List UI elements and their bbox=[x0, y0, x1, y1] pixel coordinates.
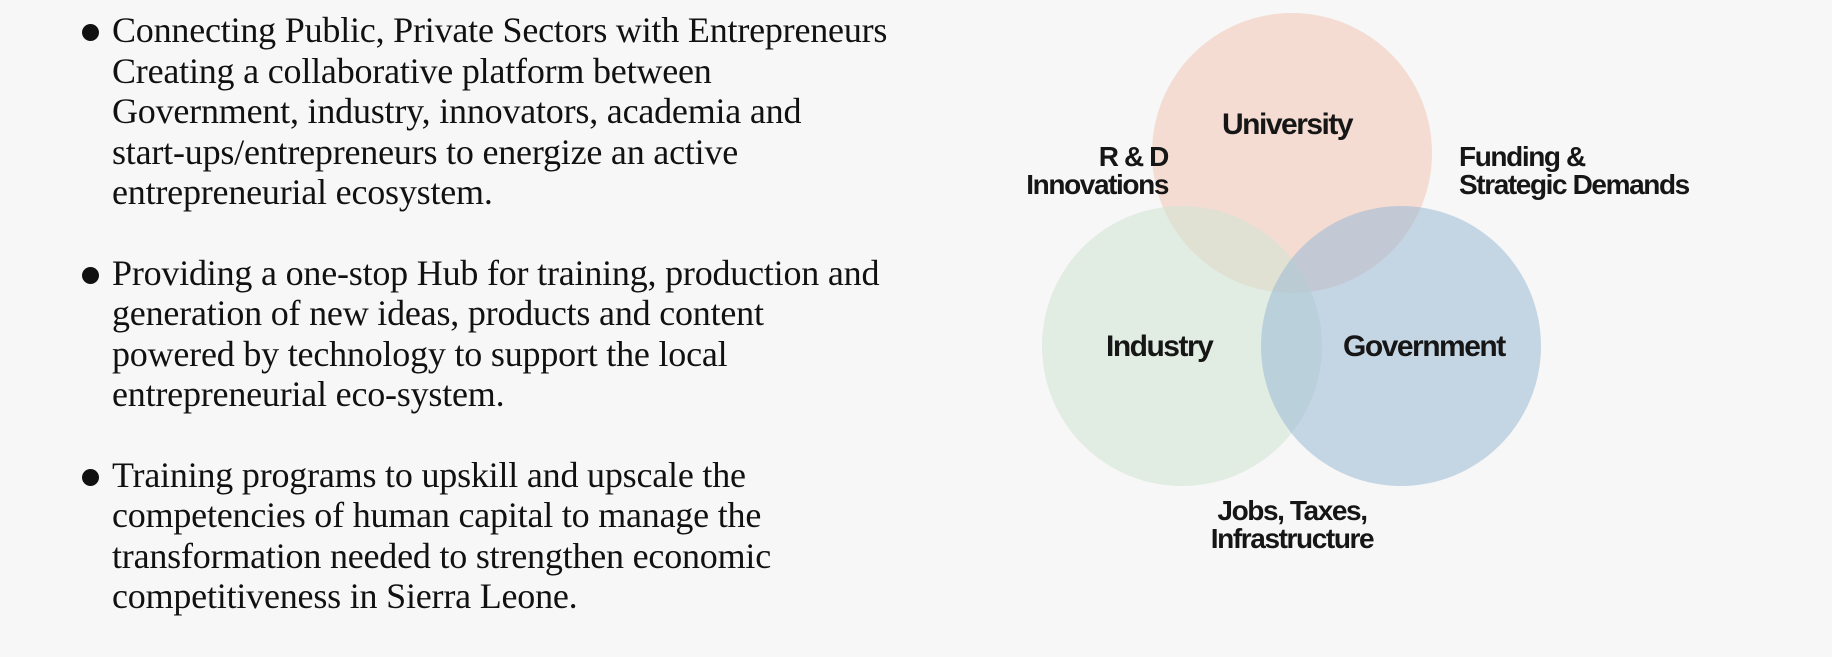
bullet-line: entrepreneurial ecosystem. bbox=[112, 172, 493, 212]
relation-label-rd-innovations: R & D Innovations bbox=[968, 141, 1170, 200]
relation-line: Innovations bbox=[1026, 169, 1169, 200]
bullet-line: Connecting Public, Private Sectors with … bbox=[112, 10, 888, 50]
relation-label-jobs: Jobs, Taxes, Infrastructure bbox=[1192, 497, 1392, 553]
venn-label-government: Government bbox=[1343, 330, 1506, 363]
bullet-line: entrepreneurial eco-system. bbox=[112, 374, 505, 414]
venn-label-university: University bbox=[1222, 108, 1354, 141]
bullet-icon bbox=[82, 24, 99, 41]
relation-label-funding: Funding & Strategic Demands bbox=[1459, 141, 1690, 200]
bullet-line: Creating a collaborative platform betwee… bbox=[112, 50, 712, 91]
venn-circles bbox=[1042, 13, 1541, 486]
bullet-line: competencies of human capital to manage … bbox=[112, 495, 762, 535]
bullet-item-hub: Providing a one-stop Hub for training, p… bbox=[80, 253, 960, 415]
bullet-line: competitiveness in Sierra Leone. bbox=[112, 576, 578, 616]
bullet-item-collaboration: Connecting Public, Private Sectors with … bbox=[80, 10, 960, 213]
bullet-line: powered by technology to support the loc… bbox=[112, 333, 728, 374]
bullet-icon bbox=[82, 266, 99, 284]
venn-label-industry: Industry bbox=[1106, 330, 1214, 363]
relation-line: Jobs, Taxes, bbox=[1217, 495, 1368, 526]
venn-diagram: University Industry Government R & D Inn… bbox=[940, 0, 1832, 648]
venn-circle-government bbox=[1261, 206, 1541, 486]
bullet-line: Training programs to upskill and upscale… bbox=[112, 454, 746, 495]
bullet-icon bbox=[82, 468, 99, 486]
relation-line: R & D bbox=[1098, 141, 1170, 172]
venn-circle-industry bbox=[1042, 206, 1322, 486]
relation-line: Strategic Demands bbox=[1459, 169, 1690, 200]
bullet-list: Connecting Public, Private Sectors with … bbox=[80, 10, 960, 657]
bullet-item-training: Training programs to upskill and upscale… bbox=[80, 455, 960, 617]
relation-line: Funding & bbox=[1459, 141, 1586, 172]
bullet-line: generation of new ideas, products and co… bbox=[112, 293, 764, 333]
bullet-line: Providing a one-stop Hub for training, p… bbox=[112, 252, 880, 293]
bullet-line: start-ups/entrepreneurs to energize an a… bbox=[112, 131, 739, 172]
bullet-line: transformation needed to strengthen econ… bbox=[112, 535, 771, 576]
relation-line: Infrastructure bbox=[1210, 523, 1375, 554]
bullet-line: Government, industry, innovators, academ… bbox=[112, 91, 802, 131]
